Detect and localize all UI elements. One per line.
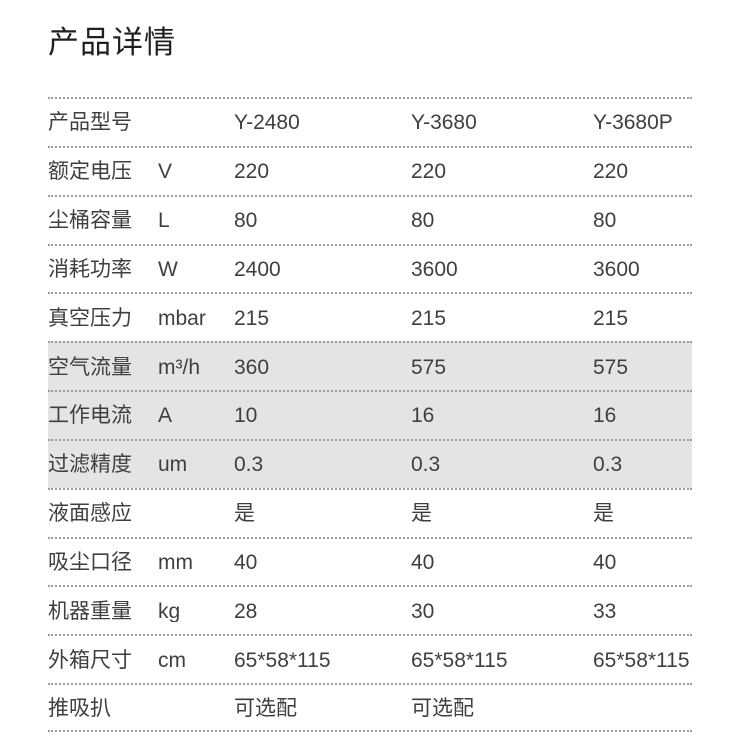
spec-row: 额定电压 V 220 220 220 [48,145,692,195]
spec-unit [158,513,234,514]
spec-row: 工作电流 A 10 16 16 [48,390,692,439]
spec-value: 360 [234,355,270,378]
spec-label: 工作电流 [48,404,132,427]
spec-label: 额定电压 [48,160,132,183]
spec-row: 液面感应 是 是 是 [48,487,692,537]
spec-value: 65*58*115 [593,648,690,671]
spec-value: 是 [593,502,614,525]
spec-unit: mm [158,551,193,574]
spec-value: 215 [411,306,447,329]
spec-value: Y-2480 [234,111,300,134]
spec-value: 215 [593,306,629,329]
spec-value: 215 [234,306,270,329]
spec-value: 3600 [411,257,458,280]
spec-value: 33 [593,599,617,622]
spec-value: 80 [234,209,258,232]
spec-value: 28 [234,599,258,622]
spec-row: 推吸扒 可选配 可选配 [48,683,692,732]
spec-row: 真空压力 mbar 215 215 215 [48,292,692,341]
spec-value: 0.3 [593,453,623,476]
spec-value: 220 [593,160,629,183]
spec-value: Y-3680P [593,111,673,134]
spec-unit: um [158,453,188,476]
spec-value: 65*58*115 [411,648,508,671]
spec-unit: W [158,257,178,280]
spec-unit: V [158,160,173,183]
spec-label: 过滤精度 [48,453,132,476]
spec-value: Y-3680 [411,111,477,134]
spec-row: 吸尘口径 mm 40 40 40 [48,536,692,586]
spec-unit: kg [158,599,181,622]
spec-value: 220 [234,160,270,183]
spec-row: 产品型号 Y-2480 Y-3680 Y-3680P [48,97,692,146]
spec-value: 3600 [593,257,640,280]
spec-row: 过滤精度 um 0.3 0.3 0.3 [48,438,692,488]
spec-value: 80 [411,209,435,232]
spec-unit [158,707,234,708]
spec-label: 产品型号 [48,111,132,134]
spec-value: 0.3 [411,453,441,476]
spec-value: 是 [411,502,432,525]
spec-value: 是 [234,502,255,525]
spec-value [593,707,692,708]
spec-label: 推吸扒 [48,696,111,719]
spec-value: 40 [593,551,617,574]
spec-label: 机器重量 [48,599,132,622]
spec-label: 液面感应 [48,502,132,525]
spec-unit: mbar [158,306,206,329]
page-title: 产品详情 [48,25,176,60]
spec-row: 尘桶容量 L 80 80 80 [48,194,692,244]
spec-value: 16 [593,404,617,427]
spec-value: 2400 [234,257,281,280]
spec-unit: m³/h [158,355,200,378]
spec-value: 可选配 [411,696,474,719]
spec-label: 尘桶容量 [48,209,132,232]
spec-row: 空气流量 m³/h 360 575 575 [48,341,692,391]
spec-unit: L [158,209,170,232]
spec-label: 真空压力 [48,306,132,329]
spec-label: 空气流量 [48,355,132,378]
spec-label: 外箱尺寸 [48,648,132,671]
spec-value: 220 [411,160,447,183]
spec-value: 80 [593,209,617,232]
spec-value: 16 [411,404,435,427]
spec-value: 40 [411,551,435,574]
spec-row: 机器重量 kg 28 30 33 [48,585,692,634]
spec-unit [158,122,234,123]
spec-value: 30 [411,599,435,622]
spec-value: 575 [411,355,447,378]
spec-value: 可选配 [234,696,297,719]
spec-row: 外箱尺寸 cm 65*58*115 65*58*115 65*58*115 [48,634,692,683]
spec-value: 10 [234,404,258,427]
spec-unit: A [158,404,173,427]
spec-row: 消耗功率 W 2400 3600 3600 [48,243,692,293]
spec-table: 产品型号 Y-2480 Y-3680 Y-3680P 额定电压 V 220 220 220 尘桶容… [48,97,692,732]
spec-label: 消耗功率 [48,257,132,280]
spec-unit: cm [158,648,186,671]
spec-value: 0.3 [234,453,264,476]
spec-value: 40 [234,551,258,574]
spec-label: 吸尘口径 [48,551,132,574]
spec-value: 575 [593,355,629,378]
spec-value: 65*58*115 [234,648,331,671]
